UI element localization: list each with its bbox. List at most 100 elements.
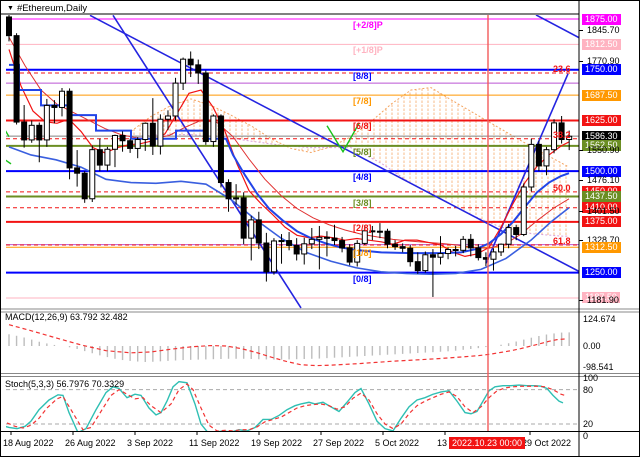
price-level-label[interactable]: 1187.50	[582, 292, 620, 304]
candle-body	[293, 244, 300, 255]
price-level-label[interactable]: 1687.50	[582, 89, 621, 101]
chikou-span-segment-3	[326, 122, 360, 154]
price-level-label[interactable]: 1410.00	[582, 202, 621, 214]
candle-body	[467, 238, 474, 249]
time-axis-label[interactable]: 27 Sep 2022	[313, 438, 365, 448]
candle-body	[149, 122, 156, 147]
candle-body	[270, 240, 277, 273]
candle-body	[263, 242, 270, 273]
candle-body	[233, 197, 240, 200]
candle-body	[558, 122, 565, 141]
price-level-label[interactable]: 1812.50	[582, 38, 621, 50]
candle-body	[36, 124, 43, 141]
murrey-level-label: [3/8]	[353, 197, 372, 208]
time-axis-label[interactable]: 11 Sep 2022	[189, 438, 240, 448]
price-tick-label: 1181.90	[587, 294, 619, 305]
stoch-axis-value: 80	[583, 384, 594, 395]
candle-body	[422, 254, 429, 272]
murrey-level-label: [6/8]	[353, 121, 372, 132]
price-level-label[interactable]: 1437.50	[582, 191, 621, 203]
price-tick	[579, 210, 583, 212]
stochastic-pane[interactable]	[1, 380, 579, 433]
price-tick-label: 1845.70	[587, 25, 620, 36]
price-level-label[interactable]: 1625.00	[582, 114, 621, 126]
trendline-4	[485, 73, 569, 264]
price-tick	[579, 180, 583, 182]
price-tick-label: 1476.10	[587, 175, 620, 186]
candle-body	[286, 240, 293, 246]
murrey-level-label: [+1/8]P	[353, 45, 383, 56]
fibo-level-label[interactable]: 23.6	[553, 63, 571, 74]
time-axis-label[interactable]: 3 Sep 2022	[127, 438, 174, 448]
candle-body	[339, 240, 346, 249]
candle-body	[323, 236, 330, 239]
price-level-label[interactable]: 1250.00	[582, 267, 621, 279]
stoch-axis-value: 100	[583, 373, 599, 384]
candle-body	[202, 72, 209, 143]
price-level-label[interactable]: 1586.30	[582, 130, 621, 142]
murrey-level-label: [1/8]	[353, 248, 372, 259]
macd-values: 63.792 32.482	[70, 312, 128, 322]
candle-body	[157, 118, 164, 147]
price-level-label[interactable]: 1375.00	[582, 216, 621, 228]
candle-body	[399, 246, 406, 249]
time-axis-label[interactable]: 26 Aug 2022	[65, 438, 116, 448]
murrey-level-label: [8/8]	[353, 70, 372, 81]
fibo-level-label[interactable]: 61.8	[553, 236, 571, 247]
macd-pane[interactable]	[8, 324, 570, 367]
ichimoku-cloud	[131, 87, 569, 237]
candle-body	[566, 135, 573, 141]
stoch-values: 56.7976 70.3329	[56, 379, 125, 389]
time-axis-label[interactable]: 18 Aug 2022	[3, 438, 54, 448]
candle-body	[316, 236, 323, 240]
candle-body	[513, 227, 520, 235]
candle-body	[13, 35, 20, 123]
candle-body	[528, 143, 535, 188]
chikou-span-segment-2	[6, 159, 12, 165]
murrey-level-label: [2/8]	[353, 222, 372, 233]
senkou-span-a-line	[130, 87, 570, 168]
trendline-1	[112, 15, 302, 309]
time-axis-label[interactable]: 19 Sep 2022	[251, 438, 303, 448]
price-tick-label: 1328.70	[587, 235, 620, 246]
candle-body	[520, 186, 527, 235]
time-axis-label[interactable]: 5 Oct 2022	[375, 438, 420, 448]
edge-candle	[1, 148, 6, 165]
candle-body	[361, 230, 368, 244]
candle-body	[6, 16, 12, 37]
candle-body	[437, 253, 444, 258]
murrey-level-label: [4/8]	[353, 172, 372, 183]
edge-candle	[1, 20, 6, 70]
candle-body	[134, 139, 141, 149]
candle-body	[445, 248, 452, 255]
candle-body	[551, 122, 558, 151]
price-level-label[interactable]: 1500.00	[582, 165, 621, 177]
chikou-span-segment-1	[6, 130, 10, 138]
candle-body	[308, 238, 315, 245]
macd-axis-value: 0.00	[583, 341, 601, 351]
time-axis-label[interactable]: 29 Oct 2022	[522, 438, 572, 448]
price-level-label[interactable]: 1875.00	[582, 13, 621, 25]
candle-body	[498, 243, 505, 253]
main-pane[interactable]	[1, 12, 579, 309]
fibo-level-label[interactable]: 50.0	[553, 182, 571, 193]
candle-body	[301, 243, 308, 255]
candle-body	[376, 230, 383, 233]
fibo-level-label[interactable]: 38.2	[553, 129, 571, 140]
kijun-sen-line	[9, 63, 570, 255]
chevron-down-icon[interactable]: ▼	[7, 5, 14, 12]
price-level-label[interactable]: 1750.00	[582, 64, 621, 76]
candle-body	[452, 248, 459, 251]
candle-body	[255, 219, 262, 244]
price-tick	[579, 299, 583, 301]
candle-body	[172, 82, 179, 117]
lower-band-line	[8, 146, 570, 276]
candle-body	[142, 122, 149, 141]
symbol-title[interactable]: ▼ #Ethereum,Daily	[7, 3, 87, 14]
murrey-level-label: [0/8]	[353, 273, 372, 284]
price-level-label[interactable]: 1312.50	[582, 241, 621, 253]
candle-body	[429, 254, 436, 258]
price-level-label[interactable]: 1562.50	[582, 140, 621, 152]
